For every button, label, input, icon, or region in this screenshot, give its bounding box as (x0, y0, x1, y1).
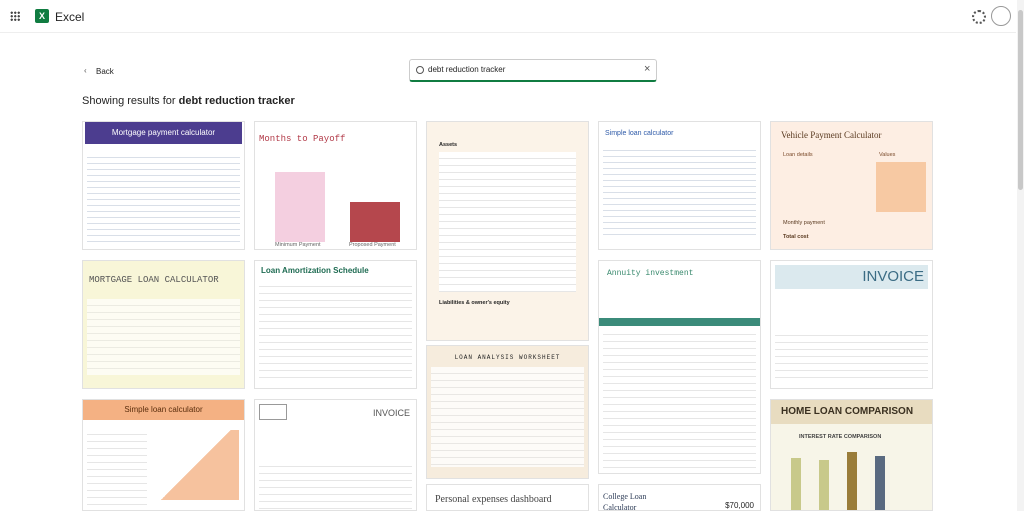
template-card[interactable]: College Loan Calculator $70,000 (598, 484, 761, 511)
label: Values (879, 152, 896, 158)
template-title: Simple loan calculator (605, 130, 674, 137)
template-title: Personal expenses dashboard (435, 494, 552, 505)
bar (875, 456, 885, 510)
top-bar: X Excel (0, 0, 1016, 33)
template-card[interactable]: LOAN ANALYSIS WORKSHEET (426, 345, 589, 479)
template-title: Mortgage payment calculator (85, 122, 242, 144)
bar (350, 202, 400, 242)
template-subtitle: INTEREST RATE COMPARISON (799, 434, 882, 440)
bar (819, 460, 829, 510)
label: Total cost (783, 234, 809, 240)
table-preview (431, 367, 584, 467)
table-preview (87, 299, 240, 375)
axis-label: Proposed Payment (349, 242, 396, 248)
template-title: HOME LOAN COMPARISON (771, 400, 932, 424)
settings-icon[interactable] (972, 10, 986, 24)
table-preview (603, 328, 756, 468)
label: Loan details (783, 152, 813, 158)
template-card[interactable]: Personal expenses dashboard (426, 484, 589, 511)
template-card[interactable]: Vehicle Payment Calculator Loan details … (770, 121, 933, 250)
template-card[interactable]: HOME LOAN COMPARISON INTEREST RATE COMPA… (770, 399, 933, 511)
template-card[interactable]: Mortgage payment calculator (82, 121, 245, 250)
template-card[interactable]: Simple loan calculator (598, 121, 761, 250)
template-title: Annuity investment (607, 269, 694, 278)
template-card[interactable]: Annuity investment (598, 260, 761, 474)
search-icon (416, 66, 424, 74)
back-arrow: ‹ (84, 66, 87, 75)
logo-box (259, 404, 287, 420)
template-card[interactable]: Assets Liabilities & owner's equity (426, 121, 589, 341)
apps-icon[interactable] (10, 11, 20, 21)
label: Monthly payment (783, 220, 825, 226)
template-card[interactable]: INVOICE (770, 260, 933, 389)
table-preview (775, 329, 928, 379)
template-title: Vehicle Payment Calculator (781, 130, 882, 140)
table-preview (439, 152, 576, 292)
template-title: LOAN ANALYSIS WORKSHEET (454, 354, 561, 361)
results-heading: Showing results for debt reduction track… (82, 95, 295, 107)
template-title: Months to Payoff (259, 134, 346, 144)
app-name: Excel (55, 10, 85, 24)
bar (791, 458, 801, 510)
results-prefix: Showing results for (82, 95, 176, 107)
axis-label: Minimum Payment (275, 242, 321, 248)
template-title: Assets (439, 142, 458, 148)
template-title: College Loan Calculator (603, 492, 647, 511)
profile[interactable] (991, 6, 1011, 26)
bar (847, 452, 857, 510)
table-preview (603, 145, 756, 235)
template-amount: $70,000 (725, 501, 754, 510)
template-card[interactable]: Simple loan calculator (82, 399, 245, 511)
template-title: MORTGAGE LOAN CALCULATOR (89, 275, 219, 285)
search-box[interactable]: debt reduction tracker × (409, 59, 657, 82)
results-query: debt reduction tracker (178, 95, 295, 107)
template-title: INVOICE (372, 408, 410, 418)
template-card[interactable]: Loan Amortization Schedule (254, 260, 417, 389)
header-band (599, 318, 760, 326)
excel-logo: X (35, 9, 49, 23)
template-card[interactable]: Months to Payoff Minimum Payment Propose… (254, 121, 417, 250)
template-title: Loan Amortization Schedule (261, 266, 369, 275)
table-preview (259, 460, 412, 510)
clear-icon[interactable]: × (644, 63, 651, 75)
bar (275, 172, 325, 242)
table-preview (259, 280, 412, 380)
table-preview (87, 428, 147, 508)
scrollbar[interactable] (1017, 0, 1024, 511)
template-title: INVOICE (775, 265, 928, 289)
value-column (876, 162, 926, 212)
chart-preview (153, 430, 239, 500)
table-preview (87, 152, 240, 242)
template-card[interactable]: MORTGAGE LOAN CALCULATOR (82, 260, 245, 389)
back-link[interactable]: Back (96, 67, 114, 76)
template-title: Simple loan calculator (83, 400, 244, 420)
template-subtitle: Liabilities & owner's equity (439, 300, 510, 306)
template-card[interactable]: INVOICE (254, 399, 417, 511)
search-text: debt reduction tracker (428, 65, 506, 74)
